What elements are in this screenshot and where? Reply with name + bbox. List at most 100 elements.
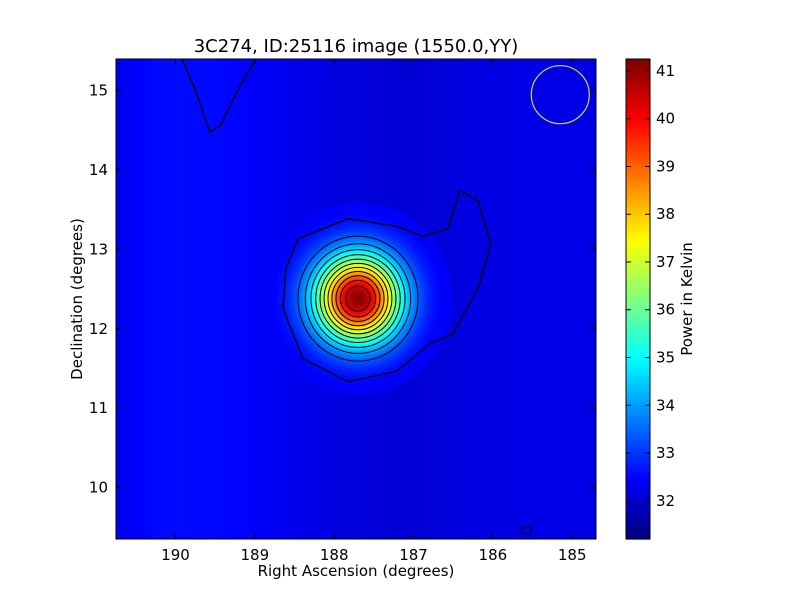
heatmap-strip bbox=[209, 59, 219, 539]
x-axis: 190 189 188 187 186 185 bbox=[161, 59, 587, 564]
colorbar-segment bbox=[626, 343, 650, 348]
colorbar-segment bbox=[626, 451, 650, 456]
colorbar-segment bbox=[626, 71, 650, 76]
colorbar-segment bbox=[626, 67, 650, 72]
colorbar-segment bbox=[626, 311, 650, 316]
colorbar-label: Power in Kelvin bbox=[678, 242, 696, 356]
x-axis-label: Right Ascension (degrees) bbox=[258, 562, 455, 580]
colorbar-segment bbox=[626, 419, 650, 424]
colorbar-segment bbox=[626, 163, 650, 168]
heatmap-strip bbox=[486, 59, 496, 539]
colorbar-segment bbox=[626, 275, 650, 280]
contour-lines bbox=[181, 59, 532, 535]
colorbar-gradient bbox=[626, 59, 650, 540]
colorbar-segment bbox=[626, 427, 650, 432]
colorbar-segment bbox=[626, 375, 650, 380]
colorbar-segment bbox=[626, 103, 650, 108]
heatmap-strip bbox=[225, 59, 235, 539]
colorbar-segment bbox=[626, 179, 650, 184]
colorbar-segment bbox=[626, 279, 650, 284]
heatmap-strip bbox=[120, 59, 130, 539]
colorbar-segment bbox=[626, 495, 650, 500]
heatmap-strip bbox=[185, 59, 195, 539]
colorbar-segment bbox=[626, 503, 650, 508]
colorbar: 32 33 34 35 36 37 38 39 40 41 bbox=[625, 58, 675, 540]
heatmap-strip bbox=[217, 59, 227, 539]
colorbar-segment bbox=[626, 447, 650, 452]
colorbar-segment bbox=[626, 535, 650, 540]
colorbar-segment bbox=[626, 203, 650, 208]
colorbar-frame bbox=[625, 58, 651, 540]
colorbar-segment bbox=[626, 487, 650, 492]
x-tick-label: 187 bbox=[399, 546, 428, 564]
colorbar-tick-label: 33 bbox=[656, 444, 675, 462]
colorbar-segment bbox=[626, 407, 650, 412]
heatmap-strip bbox=[469, 59, 479, 539]
colorbar-segment bbox=[626, 139, 650, 144]
heatmap-strip bbox=[116, 59, 121, 539]
colorbar-segment bbox=[626, 283, 650, 288]
colorbar-segment bbox=[626, 87, 650, 92]
colorbar-segment bbox=[626, 227, 650, 232]
y-axis: 10 11 12 13 14 15 bbox=[89, 82, 596, 496]
colorbar-segment bbox=[626, 387, 650, 392]
colorbar-segment bbox=[626, 223, 650, 228]
colorbar-segment bbox=[626, 371, 650, 376]
contour-ring bbox=[310, 249, 406, 349]
colorbar-tick-label: 36 bbox=[656, 301, 675, 319]
y-axis-label: Declination (degrees) bbox=[68, 218, 86, 380]
colorbar-segment bbox=[626, 159, 650, 164]
heatmap-strip bbox=[583, 59, 593, 539]
colorbar-segment bbox=[626, 199, 650, 204]
contour-edge bbox=[181, 59, 257, 133]
colorbar-segment bbox=[626, 155, 650, 160]
colorbar-segment bbox=[626, 259, 650, 264]
colorbar-tick-label: 38 bbox=[656, 205, 675, 223]
colorbar-segment bbox=[626, 331, 650, 336]
source-blob bbox=[262, 201, 453, 396]
colorbar-segment bbox=[626, 151, 650, 156]
x-tick-label: 185 bbox=[558, 546, 587, 564]
x-tick-label: 186 bbox=[479, 546, 508, 564]
colorbar-segment bbox=[626, 247, 650, 252]
colorbar-segment bbox=[626, 319, 650, 324]
colorbar-segment bbox=[626, 95, 650, 100]
colorbar-segment bbox=[626, 391, 650, 396]
colorbar-segment bbox=[626, 327, 650, 332]
chart-title: 3C274, ID:25116 image (1550.0,YY) bbox=[194, 36, 519, 57]
colorbar-segment bbox=[626, 315, 650, 320]
heatmap-strip bbox=[551, 59, 561, 539]
colorbar-segment bbox=[626, 219, 650, 224]
colorbar-segment bbox=[626, 291, 650, 296]
heatmap-strip bbox=[592, 59, 596, 539]
heatmap-strip bbox=[478, 59, 488, 539]
colorbar-segment bbox=[626, 111, 650, 116]
colorbar-segment bbox=[626, 183, 650, 188]
colorbar-segment bbox=[626, 359, 650, 364]
colorbar-tick-label: 32 bbox=[656, 492, 675, 510]
colorbar-segment bbox=[626, 243, 650, 248]
colorbar-segment bbox=[626, 115, 650, 120]
colorbar-segment bbox=[626, 79, 650, 84]
colorbar-segment bbox=[626, 491, 650, 496]
colorbar-segment bbox=[626, 347, 650, 352]
colorbar-segment bbox=[626, 211, 650, 216]
beam-circle bbox=[530, 65, 590, 125]
x-tick-label: 188 bbox=[320, 546, 349, 564]
heatmap-strip bbox=[242, 59, 252, 539]
colorbar-segment bbox=[626, 119, 650, 124]
contour-ring bbox=[315, 254, 401, 344]
colorbar-segment bbox=[626, 91, 650, 96]
colorbar-segment bbox=[626, 59, 650, 64]
colorbar-segment bbox=[626, 299, 650, 304]
colorbar-segment bbox=[626, 251, 650, 256]
colorbar-segment bbox=[626, 415, 650, 420]
heatmap-strip bbox=[136, 59, 146, 539]
colorbar-segment bbox=[626, 235, 650, 240]
colorbar-segment bbox=[626, 135, 650, 140]
contour-ring bbox=[331, 270, 385, 327]
colorbar-segment bbox=[626, 499, 650, 504]
colorbar-segment bbox=[626, 187, 650, 192]
colorbar-segment bbox=[626, 107, 650, 112]
